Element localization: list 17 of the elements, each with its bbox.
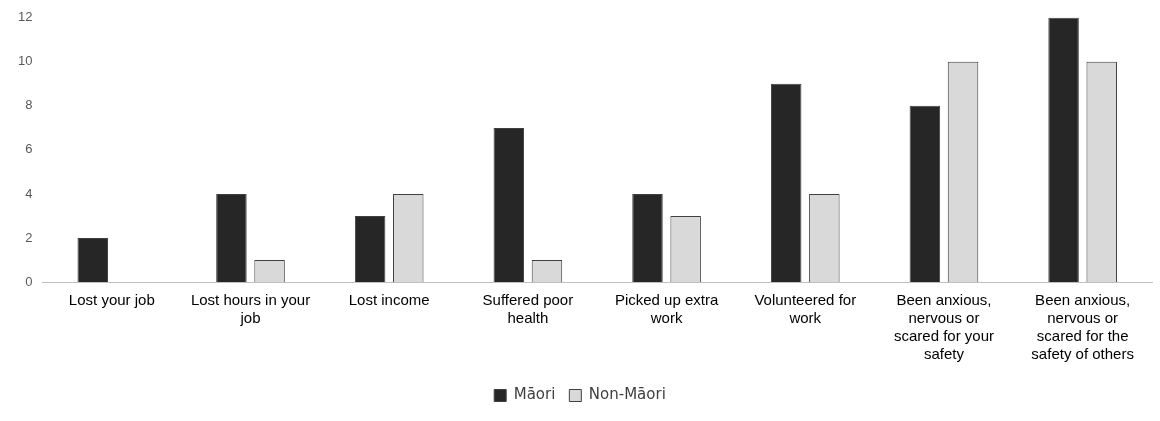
x-tick-label: Lost your job [68, 291, 155, 309]
x-tick-label: Lost hours in your job [190, 291, 311, 327]
x-tick-label: Volunteered for work [754, 291, 857, 327]
x-tick-label: Lost income [348, 291, 430, 309]
x-tick-label: Suffered poor health [482, 291, 574, 327]
legend-label: Non-Māori [588, 385, 666, 404]
y-tick-label: 6 [25, 141, 33, 157]
legend-label: Māori [513, 385, 556, 404]
x-tick-label: Been anxious, nervous or scared for your safety [893, 291, 994, 363]
y-tick-label: 4 [25, 185, 33, 201]
y-tick-label: 8 [25, 97, 33, 113]
y-tick-label: 12 [17, 9, 33, 25]
y-tick-label: 2 [25, 229, 33, 245]
y-tick-label: 0 [25, 273, 33, 289]
x-tick-label: Been anxious, nervous or scared for the safety of others [1031, 291, 1134, 363]
x-tick-label: Picked up extra work [614, 291, 719, 327]
y-tick-label: 10 [17, 53, 33, 69]
